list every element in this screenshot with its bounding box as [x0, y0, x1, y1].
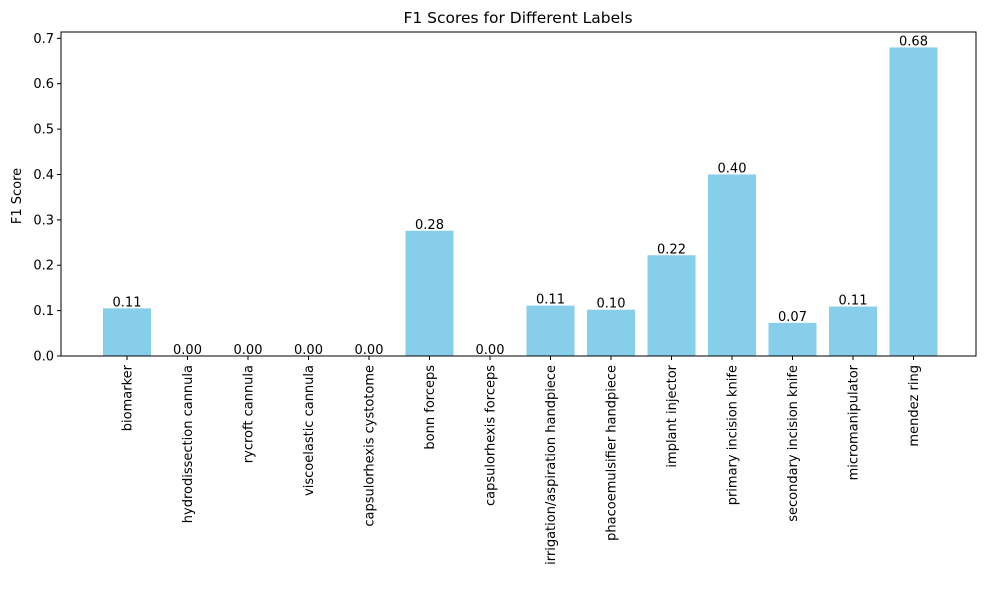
- y-tick-label: 0.6: [33, 77, 54, 92]
- data-label: 0.00: [355, 343, 384, 358]
- y-axis: 0.0 0.1 0.2 0.3 0.4 0.5 0.6 0.7: [33, 32, 61, 365]
- data-label: 0.00: [234, 343, 263, 358]
- data-label: 0.00: [173, 343, 202, 358]
- y-tick-label: 0.3: [33, 213, 54, 228]
- data-label: 0.11: [113, 295, 142, 310]
- x-tick-label: rycroft cannula: [242, 365, 257, 463]
- x-tick-label: secondary incision knife: [786, 365, 801, 522]
- y-axis-label: F1 Score: [10, 168, 25, 224]
- data-label: 0.40: [718, 161, 747, 176]
- x-tick-label: micromanipulator: [847, 364, 862, 480]
- x-tick-label: hydrodissection cannula: [181, 365, 196, 523]
- x-tick-label: irrigation/aspiration handpiece: [544, 365, 559, 565]
- data-label: 0.10: [597, 297, 626, 312]
- y-tick-label: 0.5: [33, 123, 54, 138]
- bar: [889, 47, 938, 357]
- x-tick-label: capsulorhexis forceps: [484, 365, 499, 506]
- y-tick-label: 0.7: [33, 32, 54, 47]
- data-label: 0.00: [294, 343, 323, 358]
- bar: [708, 174, 756, 356]
- plot-frame: [60, 31, 977, 357]
- chart-title: F1 Scores for Different Labels: [403, 9, 632, 27]
- bar: [405, 230, 454, 356]
- x-tick-label: phacoemulsifier handpiece: [605, 365, 620, 541]
- data-label: 0.22: [657, 242, 686, 257]
- bar: [647, 255, 696, 356]
- y-tick-label: 0.1: [33, 304, 54, 319]
- x-tick-label: bonn forceps: [423, 365, 438, 450]
- bar: [829, 306, 877, 356]
- bars-layer: [103, 47, 938, 357]
- data-label: 0.00: [476, 343, 505, 358]
- data-labels-layer: 0.11 0.00 0.00 0.00 0.00 0.28 0.00 0.11 0.10 0.22…: [113, 34, 928, 358]
- bar: [768, 322, 817, 356]
- y-tick-label: 0.4: [33, 168, 54, 183]
- data-label: 0.11: [839, 294, 868, 309]
- x-tick-label: biomarker: [121, 364, 136, 431]
- x-axis: biomarker hydrodissection cannula rycroft …: [121, 356, 922, 565]
- x-tick-label: viscoelastic cannula: [302, 365, 317, 496]
- data-label: 0.07: [778, 310, 807, 325]
- x-tick-label: primary incision knife: [726, 365, 741, 505]
- x-tick-label: mendez ring: [907, 365, 922, 447]
- bar: [103, 308, 151, 356]
- data-label: 0.28: [415, 218, 444, 233]
- x-tick-label: implant injector: [665, 364, 680, 467]
- data-label: 0.68: [899, 34, 928, 49]
- bar: [587, 309, 635, 356]
- x-tick-label: capsulorhexis cystotome: [363, 365, 378, 527]
- bar: [526, 305, 575, 356]
- y-tick-label: 0.2: [33, 259, 54, 274]
- y-tick-label: 0.0: [33, 350, 54, 365]
- data-label: 0.11: [536, 293, 565, 308]
